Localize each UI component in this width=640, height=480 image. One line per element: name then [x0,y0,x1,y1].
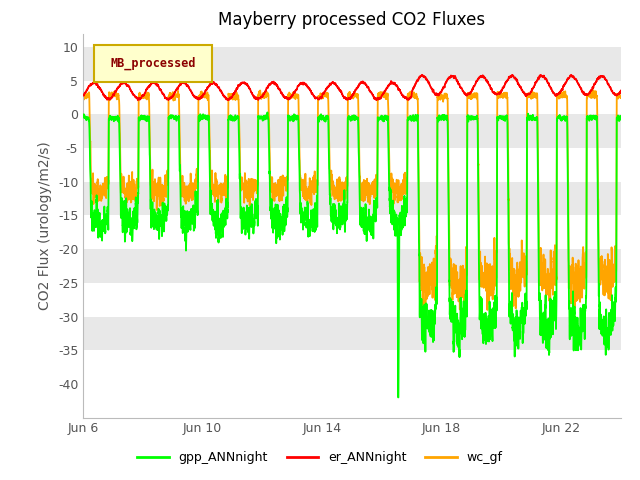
Bar [83,249,621,283]
Y-axis label: CO2 Flux (urology/m2/s): CO2 Flux (urology/m2/s) [38,141,52,310]
Bar [83,283,621,316]
FancyBboxPatch shape [94,45,212,82]
Text: MB_processed: MB_processed [110,57,196,70]
Bar [83,114,621,148]
Bar [83,47,621,81]
Bar [83,81,621,114]
Bar [83,148,621,182]
Title: Mayberry processed CO2 Fluxes: Mayberry processed CO2 Fluxes [218,11,486,29]
Bar [83,316,621,350]
Bar [83,216,621,249]
Legend: gpp_ANNnight, er_ANNnight, wc_gf: gpp_ANNnight, er_ANNnight, wc_gf [132,446,508,469]
Bar [83,350,621,384]
Bar [83,182,621,216]
